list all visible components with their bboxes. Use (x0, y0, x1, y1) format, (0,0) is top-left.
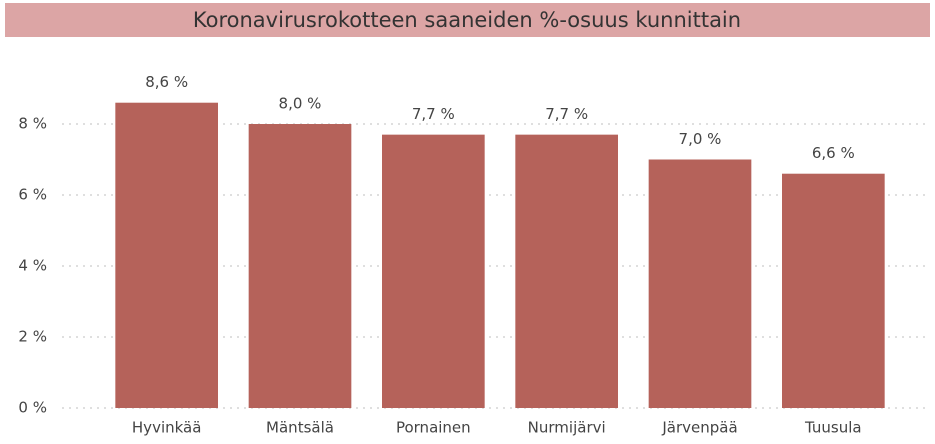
chart-title: Koronavirusrokotteen saaneiden %-osuus k… (193, 8, 741, 32)
data-label: 8,6 % (145, 73, 188, 91)
x-tick-label: Tuusula (804, 419, 862, 437)
bar (382, 134, 485, 408)
data-label: 8,0 % (279, 95, 322, 113)
title-bar (5, 3, 930, 37)
y-tick-label: 0 % (18, 399, 47, 417)
x-tick-label: Pornainen (396, 419, 471, 437)
y-tick-label: 8 % (18, 115, 47, 133)
x-tick-label: Hyvinkää (132, 419, 202, 437)
bar (782, 173, 885, 408)
y-tick-label: 4 % (18, 257, 47, 275)
data-label: 6,6 % (812, 144, 855, 162)
data-label: 7,7 % (412, 105, 455, 123)
bar (515, 134, 618, 408)
y-tick-label: 6 % (18, 186, 47, 204)
bar (115, 102, 218, 408)
x-tick-label: Järvenpää (661, 419, 737, 437)
bar (248, 124, 352, 408)
data-label: 7,7 % (545, 105, 588, 123)
x-tick-label: Nurmijärvi (528, 419, 606, 437)
x-tick-label: Mäntsälä (266, 419, 334, 437)
data-label: 7,0 % (679, 130, 722, 148)
y-tick-label: 2 % (18, 328, 47, 346)
bar (648, 159, 752, 408)
